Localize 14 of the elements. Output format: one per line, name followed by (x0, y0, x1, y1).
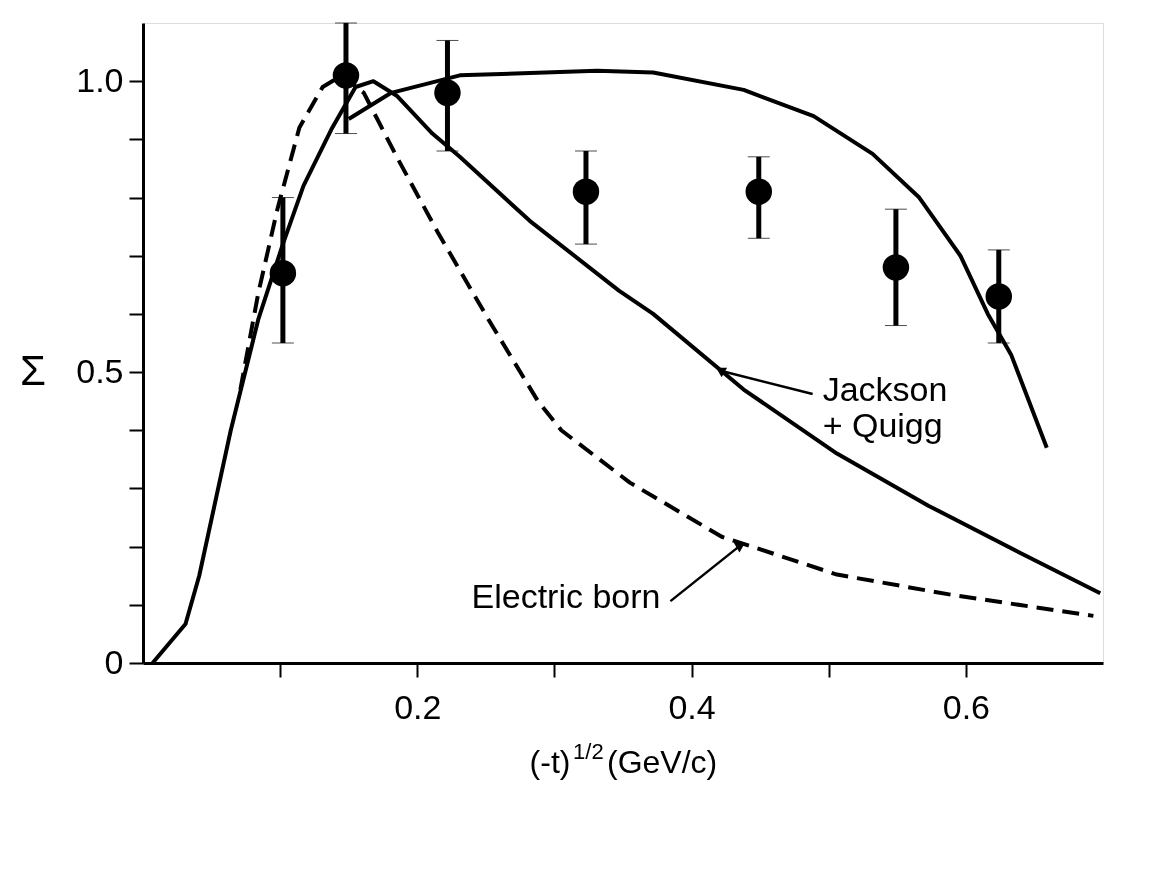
x-tick-label: 0.4 (668, 687, 716, 726)
x-tick-label: 0.6 (942, 687, 990, 726)
y-tick-label: 0.5 (76, 351, 124, 390)
annotation: Jackson + Quigg (822, 370, 948, 445)
point (434, 79, 461, 107)
point (985, 283, 1012, 310)
y-tick-label: 1.0 (76, 60, 124, 99)
point (882, 254, 910, 281)
x-tick-label: 0.2 (394, 687, 442, 726)
y-tick-label: 0 (104, 642, 124, 681)
point (572, 178, 600, 205)
annotation: Electric born (471, 577, 661, 616)
point (745, 178, 772, 205)
y-axis-title: Σ (20, 347, 46, 395)
